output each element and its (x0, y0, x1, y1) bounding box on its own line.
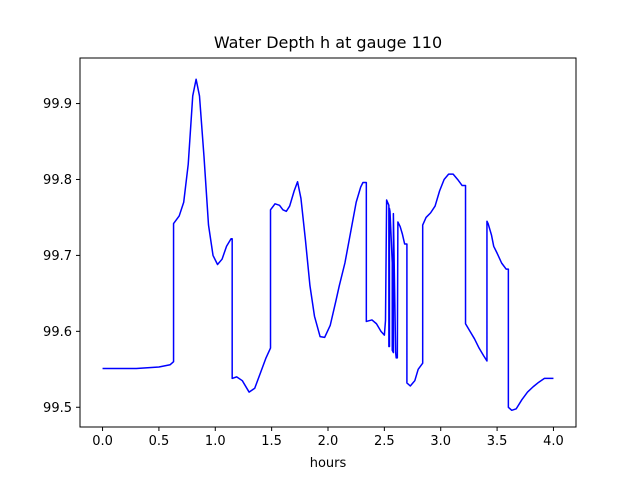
x-tick-label: 0.5 (149, 434, 170, 449)
y-tick-label: 99.9 (43, 97, 72, 112)
x-axis-ticks: 0.0 0.5 1.0 1.5 2.0 2.5 3.0 3.5 4.0 (92, 427, 564, 449)
x-tick-label: 3.0 (430, 434, 451, 449)
x-axis-label: hours (310, 456, 347, 471)
x-tick-label: 3.5 (487, 434, 508, 449)
y-tick-label: 99.7 (43, 249, 72, 264)
y-axis-ticks: 99.5 99.6 99.7 99.8 99.9 (43, 97, 80, 416)
x-tick-label: 2.0 (318, 434, 339, 449)
series-layer (102, 78, 554, 412)
x-tick-label: 0.0 (92, 434, 113, 449)
x-tick-label: 4.0 (543, 434, 564, 449)
chart-title: Water Depth h at gauge 110 (214, 33, 442, 52)
x-tick-label: 1.5 (261, 434, 282, 449)
x-tick-label: 2.5 (374, 434, 395, 449)
x-tick-label: 1.0 (205, 434, 226, 449)
plot-area-frame (79, 57, 577, 428)
y-tick-label: 99.8 (43, 173, 72, 188)
y-tick-label: 99.5 (43, 401, 72, 416)
y-tick-label: 99.6 (43, 325, 72, 340)
series-line (102, 78, 554, 412)
